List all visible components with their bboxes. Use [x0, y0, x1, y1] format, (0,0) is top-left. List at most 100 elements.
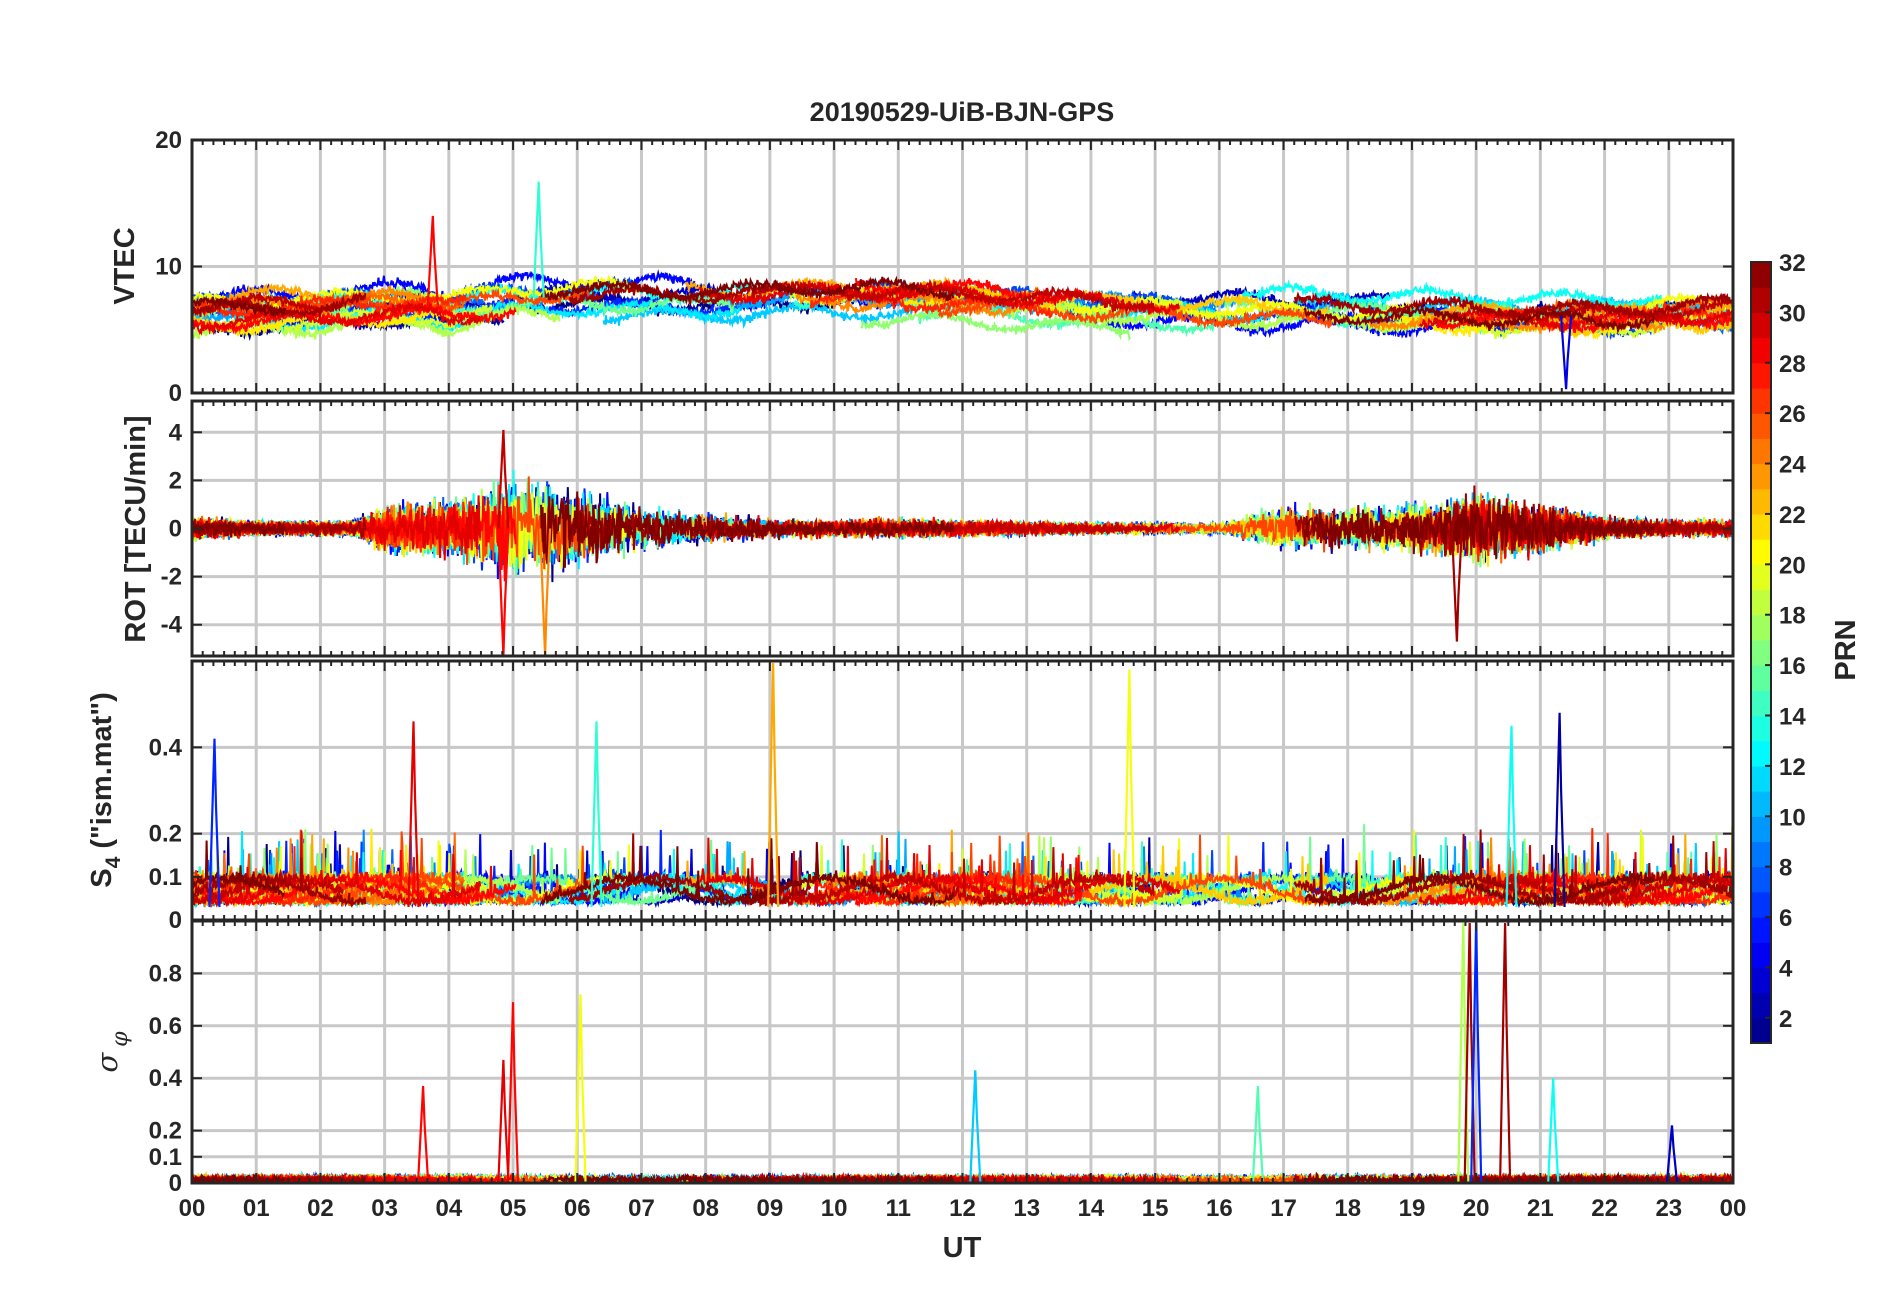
- prn-trace: [191, 849, 517, 907]
- peak-trace: [417, 1086, 430, 1182]
- colorbar-swatch: [1751, 287, 1771, 313]
- prn-trace: [1293, 829, 1734, 907]
- prn-trace: [751, 278, 1156, 315]
- colorbar-swatch: [1751, 438, 1771, 465]
- prn-trace: [191, 293, 467, 320]
- y-tick-label: 20: [155, 127, 182, 154]
- peak-trace: [1123, 669, 1136, 908]
- colorbar-frame: [1750, 261, 1772, 1044]
- prn-trace: [1390, 311, 1644, 341]
- colorbar-tick-label: 8: [1779, 855, 1792, 882]
- colorbar-swatch: [1751, 891, 1771, 918]
- peak-trace: [574, 994, 587, 1182]
- x-tick-label: 22: [1591, 1195, 1618, 1222]
- colorbar-swatch: [1751, 791, 1771, 817]
- colorbar-tick-label: 20: [1779, 552, 1806, 579]
- peak-trace: [208, 738, 221, 908]
- prn-trace: [191, 857, 367, 909]
- peak-trace: [1553, 712, 1566, 908]
- colorbar-swatch: [1751, 1017, 1771, 1044]
- colorbar-swatch: [1751, 942, 1771, 969]
- x-tick-label: 10: [821, 1195, 848, 1222]
- panel-s4: 0 0.1 0.2 0.4 S4 ("ism.mat"): [86, 659, 1735, 934]
- x-tick-label: 11: [886, 1195, 911, 1222]
- prn-trace: [1303, 499, 1656, 560]
- prn-trace: [191, 831, 285, 899]
- sigma-ticks: [191, 921, 1734, 1184]
- x-tick-label: 18: [1334, 1195, 1361, 1222]
- y-tick-label: 0: [169, 1170, 182, 1197]
- y-tick-label: 0.4: [149, 1065, 183, 1092]
- s4-ylabel-rest: ("ism.mat"): [86, 692, 118, 856]
- peak-trace: [497, 1059, 510, 1182]
- y-tick-label: 0.8: [149, 960, 182, 987]
- x-tick-label: 02: [307, 1195, 334, 1222]
- prn-trace: [1241, 279, 1663, 312]
- y-tick-label: 2: [169, 467, 182, 494]
- y-tick-label: 0.2: [149, 1118, 182, 1145]
- y-tick-label: 0.1: [149, 864, 182, 891]
- colorbar-swatch: [1751, 639, 1771, 666]
- colorbar-swatch: [1751, 539, 1771, 565]
- peak-trace: [539, 528, 552, 656]
- peak-trace: [1547, 1078, 1560, 1182]
- prn-trace: [602, 300, 913, 329]
- y-tick-label: 10: [155, 254, 182, 281]
- vtec-series: [191, 181, 1734, 390]
- x-tick-label: 04: [435, 1195, 462, 1222]
- peak-trace: [969, 1070, 982, 1182]
- x-tick-label: 14: [1078, 1195, 1105, 1222]
- x-axis-label: UT: [943, 1232, 982, 1264]
- panel-sigma-phi: 00.10.2 0.4 0.6 0.8 σφ: [90, 919, 1735, 1197]
- colorbar-tick-label: 26: [1779, 401, 1806, 428]
- x-tick-label: 21: [1527, 1195, 1554, 1222]
- prn-trace: [1436, 858, 1734, 908]
- x-tick-label: 00: [179, 1195, 206, 1222]
- rot-ylabel: ROT [TECU/min]: [120, 415, 152, 642]
- s4-ylabel: S4 ("ism.mat"): [86, 692, 125, 888]
- x-tick-label: 07: [628, 1195, 655, 1222]
- colorbar-swatch: [1751, 614, 1771, 641]
- colorbar-swatch: [1751, 262, 1771, 288]
- rot-y-tick-labels: -4 -2 0 2 4: [161, 419, 183, 638]
- y-tick-label: 0.2: [149, 821, 182, 848]
- peak-trace: [426, 215, 439, 306]
- prn-trace: [191, 830, 482, 908]
- prn-trace: [191, 292, 344, 318]
- x-tick-labels: 00 01 02 03 04 05 06 07 08 09 10 11 12 13 14 15 16 17 18 19…: [179, 1195, 1747, 1222]
- colorbar-tick-label: 14: [1779, 703, 1806, 730]
- colorbar-swatch: [1751, 715, 1771, 742]
- colorbar-swatch: [1751, 362, 1771, 389]
- colorbar-swatch: [1751, 866, 1771, 893]
- x-tick-label: 15: [1142, 1195, 1169, 1222]
- peak-trace: [1450, 528, 1463, 642]
- prn-trace: [568, 833, 812, 908]
- colorbar-tick-label: 4: [1779, 955, 1793, 982]
- prn-trace: [191, 300, 481, 336]
- colorbar-swatch: [1751, 413, 1771, 439]
- colorbar-swatch: [1751, 337, 1771, 364]
- x-tick-label: 13: [1013, 1195, 1040, 1222]
- colorbar-swatch: [1751, 463, 1771, 490]
- colorbar-swatch: [1751, 967, 1771, 994]
- y-tick-label: -4: [161, 612, 183, 639]
- prn-trace: [191, 296, 286, 318]
- x-tick-label: 03: [371, 1195, 398, 1222]
- figure-title: 20190529-UiB-BJN-GPS: [810, 97, 1115, 127]
- x-tick-label: 12: [949, 1195, 976, 1222]
- colorbar-label: PRN: [1830, 619, 1862, 680]
- y-tick-label: 0: [169, 516, 182, 543]
- x-tick-label: 17: [1270, 1195, 1297, 1222]
- colorbar-tick-label: 12: [1779, 754, 1806, 781]
- colorbar-swatch: [1751, 690, 1771, 717]
- s4-y-tick-labels: 0 0.1 0.2 0.4: [149, 734, 183, 934]
- y-tick-label: -2: [161, 564, 182, 591]
- colorbar-swatch: [1751, 665, 1771, 691]
- prn-trace: [1304, 854, 1655, 909]
- rot-series: [191, 429, 1734, 656]
- colorbar-swatch: [1751, 765, 1771, 792]
- peak-trace: [1470, 923, 1483, 1182]
- peak-trace: [532, 181, 545, 298]
